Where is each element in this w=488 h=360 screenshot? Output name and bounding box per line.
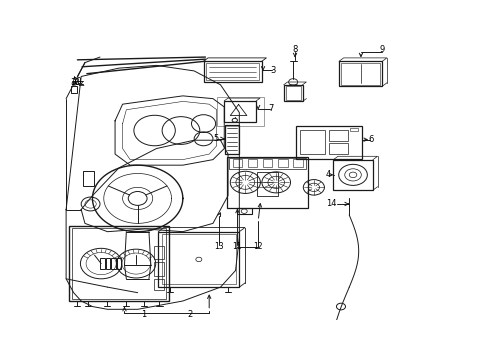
Bar <box>247 159 257 167</box>
Bar <box>224 101 256 122</box>
Bar <box>117 258 121 269</box>
Bar <box>278 159 287 167</box>
Bar <box>338 61 382 86</box>
Text: 1: 1 <box>141 310 145 319</box>
Text: 7: 7 <box>268 104 273 113</box>
Text: 5: 5 <box>213 134 218 143</box>
Bar <box>216 97 263 126</box>
Bar <box>69 226 168 301</box>
Bar <box>263 159 272 167</box>
Bar <box>111 258 116 269</box>
Bar <box>83 171 93 186</box>
Bar <box>154 246 164 260</box>
Bar <box>158 232 239 287</box>
Text: 10: 10 <box>70 78 80 87</box>
Bar <box>71 86 77 93</box>
Bar <box>328 143 347 154</box>
Bar <box>232 159 242 167</box>
Text: 9: 9 <box>378 45 384 54</box>
Text: 2: 2 <box>187 310 193 319</box>
Bar <box>100 258 104 269</box>
Bar <box>105 258 110 269</box>
Text: 11: 11 <box>232 242 242 251</box>
Bar <box>154 262 164 276</box>
Bar <box>256 172 278 195</box>
Text: 12: 12 <box>253 242 263 251</box>
Text: 14: 14 <box>325 199 336 208</box>
Bar <box>162 234 235 284</box>
Text: 4: 4 <box>325 170 330 179</box>
Bar <box>206 63 259 80</box>
Bar <box>299 130 325 154</box>
Text: 3: 3 <box>270 66 275 75</box>
Bar <box>236 208 251 214</box>
Bar <box>350 128 357 131</box>
Bar <box>333 159 372 190</box>
Bar <box>154 279 164 290</box>
Bar <box>285 86 300 100</box>
Text: 10: 10 <box>72 77 81 86</box>
Bar <box>293 159 302 167</box>
Bar <box>72 228 165 299</box>
Bar <box>328 130 347 141</box>
Bar <box>229 158 305 169</box>
Text: 6: 6 <box>367 135 373 144</box>
Bar <box>227 157 307 208</box>
Bar <box>203 61 262 82</box>
Bar <box>295 126 361 158</box>
Text: 13: 13 <box>213 242 223 251</box>
Bar <box>224 125 239 154</box>
Bar <box>341 63 379 85</box>
Bar <box>283 85 302 102</box>
Text: 8: 8 <box>292 45 297 54</box>
